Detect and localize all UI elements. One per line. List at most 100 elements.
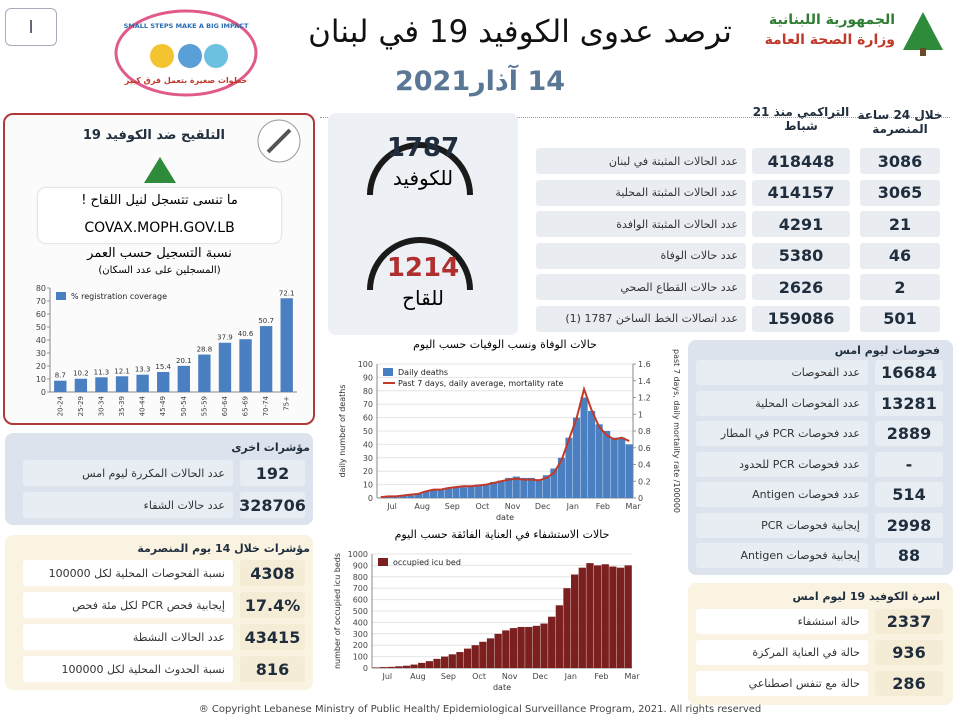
legend-label: occupied icu bed [393,558,461,567]
y-tick-label: 700 [353,584,368,593]
bar [95,377,108,392]
y-tick-label: 10 [36,375,46,384]
bar [452,487,460,498]
data-label: 10.2 [73,370,89,378]
x-tick-label: 45-49 [159,396,167,416]
bar [593,565,602,668]
hotline-label: للقاح [402,286,444,310]
bar [402,665,411,668]
bar [520,477,528,498]
bar [115,376,129,392]
bar [429,489,438,498]
campaign-badge: SMALL STEPS MAKE A BIG IMPACT خطوات صغير… [114,9,258,97]
y-tick-label: 0 [41,388,46,397]
bar [555,605,563,668]
panel-title: مؤشرات خلال 14 يوم المنصرمة [137,542,310,555]
y-tick-label: 40 [36,336,46,345]
bar [387,666,395,668]
footer: ® Copyright Lebanese Ministry of Public … [198,704,762,715]
y-tick-label: 30 [36,349,46,358]
registration-url: COVAX.MOPH.GOV.LB [84,220,235,236]
x-tick-label: Jan [564,672,577,681]
bar [542,475,550,498]
bar [437,489,445,498]
bar [239,339,252,392]
hotline-panel [328,113,518,335]
bar [586,563,594,668]
y2-tick-label: 0.8 [638,427,651,436]
x-tick-label: 55-59 [200,396,208,416]
bar [624,565,632,668]
x-tick-label: Jul [386,502,397,511]
bar [505,477,513,498]
row-value: 936 [875,640,943,665]
column-header: التراكمي منذ 21 شباط [752,105,850,133]
y-tick-label: 50 [36,323,46,332]
row-label: عدد فحوصات Antigen [696,482,868,507]
data-label: 8.7 [55,372,66,380]
ministry-name: وزارة الصحة العامة [764,32,895,48]
row-label: عدد حالات الوفاة [536,242,746,269]
x-tick-label: 25-29 [77,396,85,416]
data-label: 28.8 [197,346,213,354]
bar [609,566,617,668]
bar [218,342,232,392]
row-value: 286 [875,671,943,696]
legend-swatch [378,558,388,566]
row-value: 5380 [752,242,850,269]
x-tick-label: Aug [410,672,426,681]
x-tick-label: Sep [441,672,456,681]
y2-tick-label: 1.2 [638,394,651,403]
row-value: 514 [875,482,943,507]
y-tick-label: 70 [363,400,373,409]
x-tick-label: 40-44 [139,395,147,416]
row-label: حالة استشفاء [696,609,868,634]
row-label: عدد فحوصات PCR في المطار [696,421,868,446]
row-label: عدد الفحوصات [696,360,868,385]
x-tick-label: 60-64 [221,395,229,416]
bar [580,397,588,498]
cedar [144,157,176,183]
badge-icon [178,44,202,68]
y-tick-label: 80 [36,284,46,293]
bar [502,630,510,668]
legend-label: Past 7 days, daily average, mortality ra… [398,379,564,388]
badge-text: خطوات صغيرة بتعمل فرق كبير [124,76,248,85]
bar [399,495,407,498]
bar [177,365,190,392]
row-label: إيجابية فحوصات PCR [696,512,868,538]
row-label: عدد الحالات النشطة [23,624,233,650]
chart-title: حالات الاستشفاء في العناية الفائقة حسب ا… [395,528,610,541]
y-tick-label: 70 [36,297,46,306]
bar [525,626,533,668]
y2-tick-label: 0.6 [638,444,651,453]
x-tick-label: Nov [502,672,518,681]
bar [565,437,573,498]
bar [410,664,418,668]
panel-title: فحوصات ليوم امس [834,344,940,357]
y-tick-label: 40 [363,440,373,449]
panel-title: مؤشرات اخرى [231,441,310,454]
row-value: 21 [860,211,940,237]
bar [548,616,556,668]
x-tick-label: Oct [475,502,489,511]
bar [379,667,388,668]
bar [540,623,548,668]
bar [433,658,441,668]
data-label: 12.1 [114,367,130,375]
x-tick-label: Sep [445,502,460,511]
y-tick-label: 900 [353,561,368,570]
row-value: 2889 [875,421,943,446]
row-value: 414157 [752,179,850,206]
x-tick-label: 65-69 [242,396,250,416]
y-tick-label: 30 [363,454,373,463]
bar [418,662,426,668]
y-tick-label: 60 [363,414,373,423]
row-value: 43415 [240,624,305,650]
row-value: 418448 [752,148,850,174]
bar [512,476,520,498]
cedar [903,12,943,50]
y-tick-label: 0 [368,494,373,503]
bar [467,485,475,498]
x-tick-label: 30-34 [97,395,105,416]
